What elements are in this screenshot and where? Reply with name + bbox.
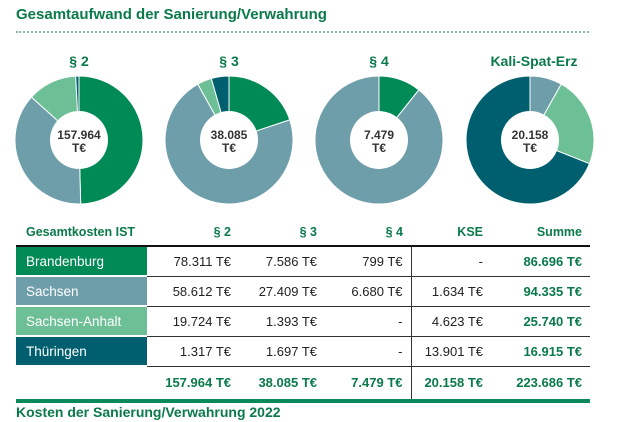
column-header: § 3 [239, 219, 325, 247]
table-cell: 6.680 T€ [325, 276, 411, 307]
region-label: Sachsen [16, 276, 147, 307]
footer-title: Kosten der Sanierung/Verwahrung 2022 [16, 404, 281, 420]
page-title: Gesamtaufwand der Sanierung/Verwahrung [16, 6, 327, 23]
table-row: Sachsen 58.612 T€ 27.409 T€ 6.680 T€ 1.6… [16, 276, 590, 307]
donut-center-label-kse: 20.158 T€ [495, 129, 565, 155]
donut-hole [50, 111, 108, 169]
column-header: Gesamtkosten IST [16, 219, 147, 247]
pie-slice-brandenburg [78, 75, 144, 205]
table-cell: 19.724 T€ [147, 306, 239, 337]
table-cell: 1.317 T€ [147, 336, 239, 367]
region-label: Sachsen-Anhalt [16, 306, 147, 337]
donut-hole [350, 111, 408, 169]
donut-hole [200, 111, 258, 169]
table-row: Brandenburg 78.311 T€ 7.586 T€ 799 T€ - … [16, 246, 590, 277]
chart-title-par3: § 3 [219, 53, 239, 69]
donut-center-value: 7.479 [363, 128, 395, 142]
row-sum: 16.915 T€ [491, 336, 590, 367]
table-total-row: 157.964 T€ 38.085 T€ 7.479 T€ 20.158 T€ … [16, 366, 590, 403]
table-cell: 27.409 T€ [239, 276, 325, 307]
total-cell: 157.964 T€ [147, 366, 239, 403]
table-cell: 1.393 T€ [239, 306, 325, 337]
row-sum: 94.335 T€ [491, 276, 590, 307]
donut-center-value: 38.085 [210, 128, 248, 142]
donut-center-unit: T€ [371, 141, 386, 155]
pie-slice-sachsen [14, 96, 82, 205]
column-header: Summe [491, 219, 590, 247]
donut-hole [501, 111, 559, 169]
donut-center-label-par2: 157.964 T€ [44, 129, 114, 155]
total-label-cell [16, 366, 147, 403]
total-cell: 20.158 T€ [410, 366, 491, 403]
donut-center-label-par4: 7.479 T€ [344, 129, 414, 155]
table-cell: - [410, 246, 491, 277]
row-sum: 25.740 T€ [491, 306, 590, 337]
table-cell: 4.623 T€ [410, 306, 491, 337]
region-label: Brandenburg [16, 246, 147, 277]
table-row: Sachsen-Anhalt 19.724 T€ 1.393 T€ - 4.62… [16, 306, 590, 337]
region-label: Thüringen [16, 336, 147, 367]
table-cell: 13.901 T€ [410, 336, 491, 367]
row-sum: 86.696 T€ [491, 246, 590, 277]
donut-center-label-par3: 38.085 T€ [194, 129, 264, 155]
total-cell: 38.085 T€ [239, 366, 325, 403]
table-cell: - [325, 306, 411, 337]
donut-center-unit: T€ [221, 141, 236, 155]
chart-title-par2: § 2 [69, 53, 89, 69]
total-cell: 223.686 T€ [491, 366, 590, 403]
donut-center-value: 157.964 [57, 128, 101, 142]
column-header: § 4 [325, 219, 411, 247]
table-cell: 799 T€ [325, 246, 411, 277]
total-cell: 7.479 T€ [325, 366, 411, 403]
table-cell: - [325, 336, 411, 367]
table-row: Thüringen 1.317 T€ 1.697 T€ - 13.901 T€ … [16, 336, 590, 367]
donut-center-value: 20.158 [511, 128, 549, 142]
table-cell: 1.697 T€ [239, 336, 325, 367]
donut-charts [14, 75, 595, 205]
chart-title-par4: § 4 [369, 53, 389, 69]
dotted-divider [16, 31, 589, 33]
chart-title-kse: Kali-Spat-Erz [490, 53, 578, 69]
table-cell: 1.634 T€ [410, 276, 491, 307]
cost-table: Gesamtkosten IST § 2 § 3 § 4 KSE Summe B… [16, 219, 590, 403]
table-cell: 78.311 T€ [147, 246, 239, 277]
table-header-row: Gesamtkosten IST § 2 § 3 § 4 KSE Summe [16, 219, 590, 247]
column-header: KSE [411, 219, 491, 247]
column-header: § 2 [147, 219, 239, 247]
table-cell: 58.612 T€ [147, 276, 239, 307]
donut-center-unit: T€ [522, 141, 537, 155]
table-cell: 7.586 T€ [239, 246, 325, 277]
donut-center-unit: T€ [71, 141, 86, 155]
